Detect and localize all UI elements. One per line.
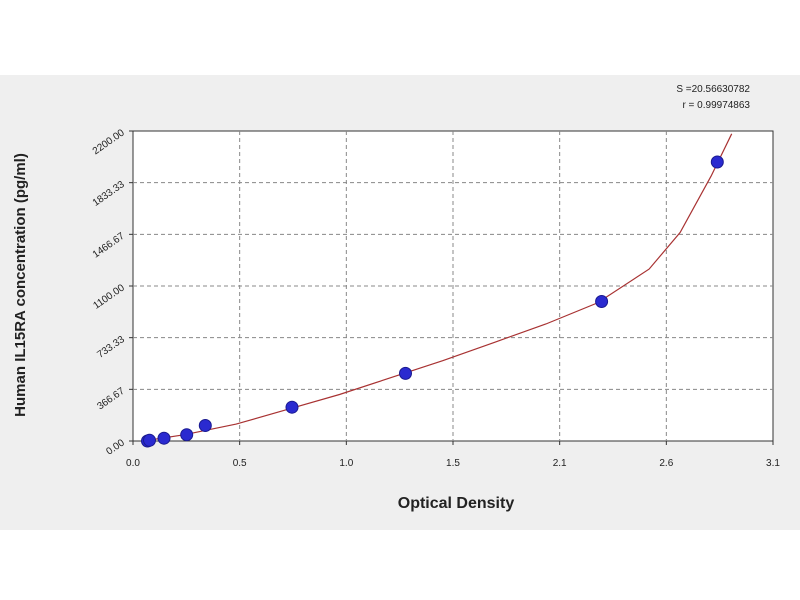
x-tick-label: 2.6 [659,458,673,469]
data-point [143,433,156,447]
y-tick-label: 0.00 [104,437,127,457]
y-axis-title: Human IL15RA concentration (pg/ml) [12,153,29,417]
y-axis-ticks: 0.00 366.67 733.33 1100.00 1466.67 1833.33 220… [91,127,133,458]
x-tick-label: 3.1 [766,458,780,469]
y-tick-label: 1466.67 [91,231,127,261]
data-point [710,155,724,169]
x-axis-ticks: 0.0 0.5 1.0 1.5 2.1 2.6 3.1 [126,441,780,469]
x-tick-label: 1.5 [446,458,460,469]
data-point [285,400,299,414]
x-axis-title: Optical Density [398,495,515,512]
fit-r-value: r = 0.99974863 [682,100,750,111]
data-point [595,295,609,308]
fit-s-value: S =20.56630782 [676,84,750,95]
fit-curve [143,133,733,442]
y-tick-label: 733.33 [95,334,127,361]
y-tick-label: 1833.33 [91,179,127,209]
x-tick-label: 2.1 [553,458,567,469]
y-tick-label: 2200.00 [91,127,127,157]
data-point [157,431,171,445]
x-tick-label: 1.0 [339,458,353,469]
x-tick-label: 0.5 [233,458,247,469]
data-point [198,419,212,432]
data-points [141,155,724,448]
x-tick-label: 0.0 [126,458,140,469]
data-point [399,366,412,380]
grid-overlay [133,131,773,441]
y-tick-label: 1100.00 [91,282,127,312]
data-point [180,428,194,442]
y-tick-label: 366.67 [95,386,127,413]
